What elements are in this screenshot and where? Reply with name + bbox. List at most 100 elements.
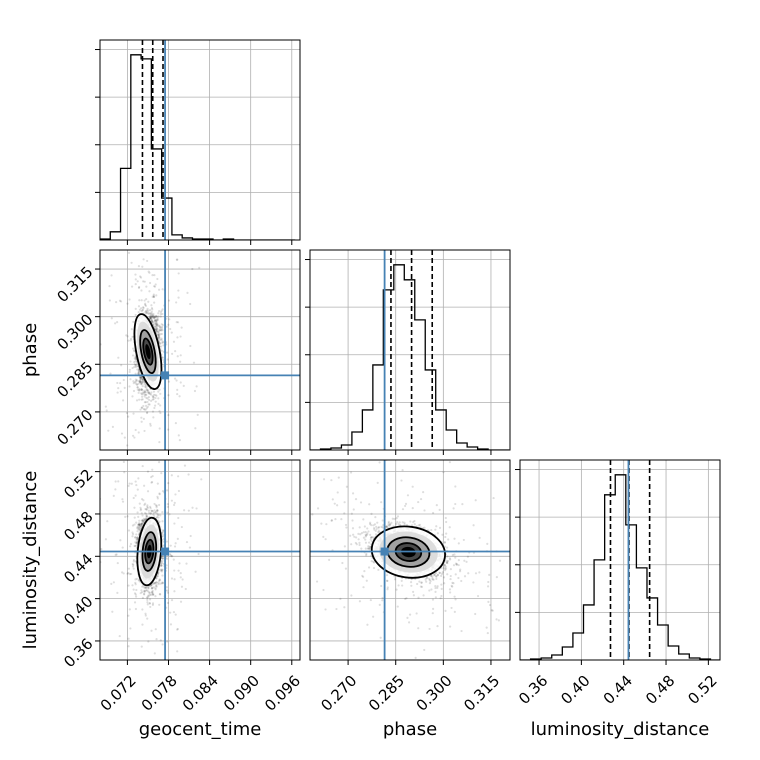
sample-point [143, 484, 146, 487]
sample-point [140, 307, 143, 310]
sample-point [149, 312, 152, 315]
sample-point [191, 267, 194, 271]
sample-point [189, 534, 192, 538]
sample-point [159, 582, 162, 585]
sample-point [140, 589, 143, 592]
sample-point [151, 320, 154, 323]
sample-point [160, 332, 163, 336]
sample-point [141, 378, 144, 381]
sample-point [166, 640, 169, 643]
sample-point [159, 392, 162, 395]
sample-point [152, 295, 155, 299]
sample-point [156, 323, 159, 326]
sample-point [155, 509, 159, 512]
sample-point [119, 382, 122, 385]
sample-point [434, 586, 437, 590]
sample-point [104, 405, 107, 408]
sample-point [161, 356, 164, 359]
sample-point [153, 316, 156, 319]
sample-point [144, 614, 147, 617]
sample-point [161, 529, 165, 532]
sample-point [155, 314, 158, 318]
sample-point [132, 560, 135, 563]
sample-point [160, 569, 164, 572]
sample-point [179, 381, 182, 384]
sample-point [378, 530, 381, 534]
sample-point [144, 302, 147, 305]
sample-point [175, 301, 178, 304]
sample-point [176, 627, 179, 631]
sample-point [129, 360, 132, 363]
sample-point [144, 390, 147, 393]
sample-point [146, 598, 149, 601]
sample-point [170, 599, 174, 602]
sample-point [180, 585, 184, 588]
sample-point [191, 506, 194, 509]
sample-point [369, 536, 373, 539]
sample-point [145, 386, 148, 389]
sample-point [158, 334, 161, 337]
sample-point [141, 591, 144, 594]
sample-point [142, 258, 145, 261]
sample-point [140, 383, 143, 386]
sample-point [159, 332, 162, 336]
sample-point [194, 570, 197, 573]
sample-point [134, 583, 137, 586]
sample-point [126, 335, 129, 338]
sample-point [127, 567, 131, 570]
sample-point [135, 536, 139, 540]
sample-point [127, 637, 130, 640]
sample-point [133, 506, 136, 509]
sample-point [159, 562, 163, 565]
sample-point [322, 535, 325, 538]
sample-point [142, 520, 145, 523]
sample-point [148, 271, 151, 274]
sample-point [131, 395, 134, 398]
sample-point [136, 388, 139, 391]
sample-point [121, 571, 124, 574]
sample-point [150, 591, 153, 594]
sample-point [139, 506, 142, 509]
sample-point [162, 341, 165, 344]
sample-point [159, 563, 162, 566]
sample-point [143, 590, 146, 593]
sample-point [137, 370, 141, 373]
sample-point [364, 535, 367, 538]
sample-point [146, 411, 149, 414]
sample-point [160, 564, 163, 567]
sample-point [144, 391, 147, 394]
sample-point [132, 389, 136, 393]
sample-point [420, 585, 424, 588]
sample-point [443, 567, 447, 570]
sample-point [141, 308, 145, 311]
sample-point [159, 411, 162, 415]
sample-point [200, 478, 203, 481]
sample-point [176, 336, 179, 339]
sample-point [132, 558, 135, 562]
sample-point [165, 540, 168, 543]
sample-point [176, 628, 179, 631]
sample-point [144, 311, 147, 314]
sample-point [146, 601, 149, 604]
sample-point [155, 581, 158, 584]
sample-point [134, 536, 137, 539]
sample-point [152, 314, 155, 317]
sample-point [137, 372, 140, 375]
panels [95, 39, 721, 665]
sample-point [150, 315, 154, 319]
sample-point [157, 330, 160, 333]
sample-point [488, 603, 492, 607]
sample-point [121, 500, 125, 503]
sample-point [127, 614, 130, 617]
sample-point [144, 303, 147, 306]
sample-point [155, 330, 158, 333]
sample-point [140, 523, 143, 527]
sample-point [139, 376, 143, 379]
sample-point [161, 582, 164, 585]
sample-point [150, 319, 153, 322]
sample-point [166, 589, 169, 592]
sample-point [143, 280, 146, 283]
sample-point [173, 501, 176, 504]
sample-point [130, 572, 133, 576]
sample-point [126, 515, 129, 518]
